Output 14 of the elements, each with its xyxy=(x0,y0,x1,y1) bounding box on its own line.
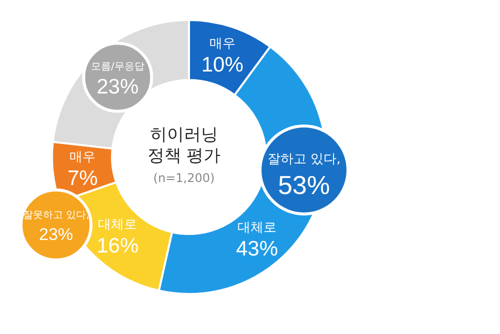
slice-label: 매우 xyxy=(209,36,236,52)
slice-label: 매우 xyxy=(70,150,96,165)
text: (n=1,200) xyxy=(153,171,215,185)
slice-label: 대체로 xyxy=(98,218,138,233)
data-label: 7% xyxy=(67,166,98,190)
data-label: 10% xyxy=(201,53,244,76)
text: 히이러닝 정책 평가 xyxy=(147,125,221,166)
text: 잘못하고 있다, 23% xyxy=(22,210,90,244)
data-label: 43% xyxy=(236,238,278,261)
data-label: 23% xyxy=(96,75,139,98)
data-label: 16% xyxy=(96,234,139,258)
slice-label: 모름/무응답 xyxy=(90,61,144,72)
text: 잘하고 있다, 53% xyxy=(267,152,341,200)
slice-label: 대체로 xyxy=(237,220,276,236)
